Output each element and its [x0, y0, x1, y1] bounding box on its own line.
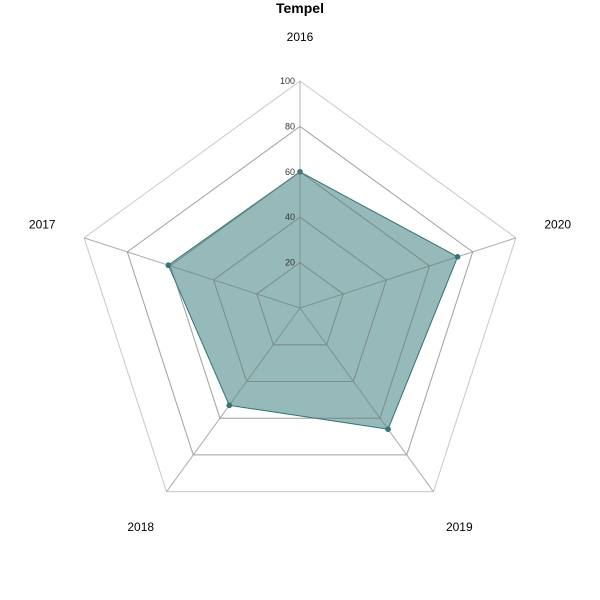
tick-label-40: 40 — [285, 212, 295, 222]
grid-ring-100 — [83, 80, 517, 493]
category-label-2017: 2017 — [29, 217, 56, 231]
tick-label-20: 20 — [285, 258, 295, 268]
tick-label-80: 80 — [285, 121, 295, 131]
radar-category-labels: 2016 2020 2019 2018 2017 — [29, 30, 571, 534]
data-point-2019 — [385, 426, 391, 433]
tick-label-100: 100 — [280, 76, 295, 86]
grid-ring-overlay-80 — [126, 125, 474, 456]
grid-spoke-overlay-2 — [299, 307, 434, 492]
radar-series — [83, 81, 517, 492]
series-area — [167, 171, 459, 430]
grid-spoke-overlay-4 — [83, 237, 301, 309]
grid-overlay — [83, 81, 517, 492]
data-point-2018 — [226, 402, 233, 409]
category-label-2018: 2018 — [127, 520, 154, 534]
radar-tick-labels: 20 40 60 80 100 — [280, 76, 295, 268]
tick-label-60: 60 — [285, 167, 295, 177]
grid-spoke-overlay-1 — [299, 237, 517, 309]
grid-ring-overlay-20 — [256, 261, 344, 346]
grid-ring-overlay-40 — [213, 216, 387, 382]
grid-ring-overlay-60 — [169, 171, 431, 419]
category-label-2016: 2016 — [287, 30, 314, 44]
data-point-2017 — [165, 262, 172, 269]
data-point-2020 — [454, 253, 461, 260]
grid-spoke-overlay-3 — [166, 307, 301, 492]
chart-title: Tempel — [276, 0, 324, 16]
category-label-2020: 2020 — [544, 217, 571, 231]
category-label-2019: 2019 — [446, 520, 473, 534]
